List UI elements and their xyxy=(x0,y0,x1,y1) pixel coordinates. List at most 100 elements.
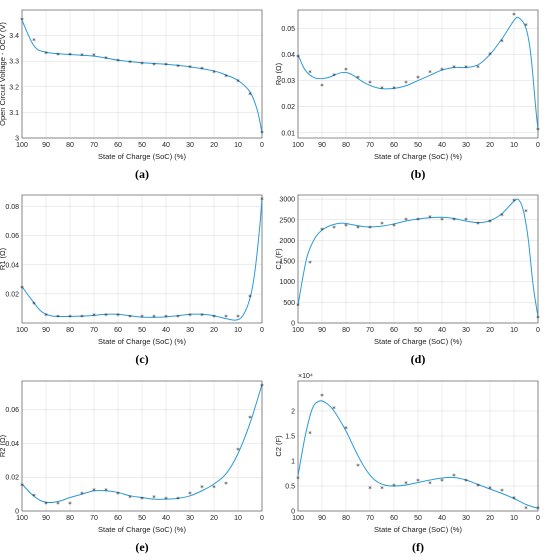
data-point-marker: * xyxy=(464,216,468,224)
data-point-marker: * xyxy=(440,216,444,224)
data-point-marker: * xyxy=(308,69,312,77)
y-tick-label: 0.06 xyxy=(5,407,19,414)
data-point-marker: * xyxy=(344,222,348,230)
data-point-marker: * xyxy=(392,483,396,491)
x-tick-label: 90 xyxy=(318,327,326,334)
x-tick-label: 100 xyxy=(292,142,304,149)
data-point-marker: * xyxy=(332,72,336,80)
panel-caption: (b) xyxy=(411,167,426,181)
data-point-marker: * xyxy=(308,260,312,268)
x-tick-label: 10 xyxy=(510,142,518,149)
data-point-marker: * xyxy=(212,484,216,492)
x-tick-label: 0 xyxy=(536,142,540,149)
data-point-marker: * xyxy=(416,216,420,224)
data-point-marker: * xyxy=(116,312,120,320)
x-tick-label: 10 xyxy=(510,327,518,334)
data-point-marker: * xyxy=(380,220,384,228)
data-point-marker: * xyxy=(236,78,240,86)
data-point-marker: * xyxy=(212,69,216,77)
axes-frame xyxy=(297,194,539,324)
x-tick-label: 20 xyxy=(486,327,494,334)
data-point-marker: * xyxy=(488,218,492,226)
data-point-marker: * xyxy=(392,85,396,93)
y-axis-label: R2 (Ω) xyxy=(0,434,7,457)
data-point-marker: * xyxy=(68,501,72,509)
data-point-marker: * xyxy=(356,74,360,82)
y-tick-label: 2500 xyxy=(279,217,295,224)
data-point-marker: * xyxy=(104,55,108,63)
data-point-marker: * xyxy=(56,501,60,509)
data-point-marker: * xyxy=(500,212,504,220)
panel-caption: (d) xyxy=(411,352,426,366)
x-tick-label: 100 xyxy=(16,142,28,149)
data-point-marker: * xyxy=(476,220,480,228)
x-tick-label: 70 xyxy=(366,327,374,334)
y-axis-label: Ro (Ω) xyxy=(274,62,283,85)
panel-caption: (c) xyxy=(135,352,148,366)
x-axis-label: State of Charge (SoC) (%) xyxy=(98,337,186,346)
x-tick-label: 0 xyxy=(536,515,540,522)
fit-curve xyxy=(297,400,539,509)
y-tick-label: 3.1 xyxy=(9,110,19,117)
data-point-marker: * xyxy=(500,38,504,46)
data-point-marker: * xyxy=(380,485,384,493)
y-tick-label: 3 xyxy=(15,136,19,143)
y-tick-label: 3.3 xyxy=(9,59,19,66)
axes-frame xyxy=(297,380,539,512)
data-point-marker: * xyxy=(368,485,372,493)
chart-panel-4: 100 90 80 70 60 50 40 30 20 10 0050010001500200025… xyxy=(274,194,540,366)
data-point-marker: * xyxy=(260,129,264,137)
y-tick-label: 2 xyxy=(291,409,295,416)
data-point-marker: * xyxy=(32,301,36,309)
x-tick-label: 70 xyxy=(90,327,98,334)
data-point-marker: * xyxy=(440,478,444,486)
data-point-marker: * xyxy=(212,314,216,322)
x-tick-label: 70 xyxy=(90,515,98,522)
data-point-marker: * xyxy=(56,51,60,59)
panel-caption: (e) xyxy=(135,540,148,554)
y-multiplier-label: ×10⁴ xyxy=(298,373,313,380)
x-tick-label: 30 xyxy=(462,142,470,149)
data-point-marker: * xyxy=(296,302,300,310)
y-axis-label: C1 (F) xyxy=(274,248,283,270)
x-tick-label: 90 xyxy=(318,515,326,522)
x-tick-label: 50 xyxy=(414,142,422,149)
data-point-marker: * xyxy=(92,52,96,60)
data-point-marker: * xyxy=(392,222,396,230)
data-point-marker: * xyxy=(224,314,228,322)
data-point-marker: * xyxy=(92,312,96,320)
x-tick-label: 100 xyxy=(292,515,304,522)
panel-caption: (f) xyxy=(412,540,424,554)
y-tick-label: 0.02 xyxy=(5,291,19,298)
chart-panel-3: 100 90 80 70 60 50 40 30 20 10 00.020.040.060.08**… xyxy=(0,194,264,366)
data-point-marker: * xyxy=(404,480,408,488)
data-point-marker: * xyxy=(488,485,492,493)
data-point-marker: * xyxy=(128,494,132,502)
y-axis-label: R1 (Ω) xyxy=(0,247,7,270)
y-tick-label: 0.03 xyxy=(281,78,295,85)
data-point-marker: * xyxy=(164,496,168,504)
data-point-marker: * xyxy=(488,51,492,59)
data-point-marker: * xyxy=(356,225,360,233)
fit-curve xyxy=(297,16,539,131)
x-tick-label: 50 xyxy=(414,327,422,334)
y-axis-label: Open Circuit Voltage - OCV (V) xyxy=(0,22,7,126)
x-tick-label: 80 xyxy=(66,327,74,334)
data-point-marker: * xyxy=(368,80,372,88)
x-tick-label: 40 xyxy=(162,327,170,334)
x-axis-label: State of Charge (SoC) (%) xyxy=(374,525,462,534)
data-point-marker: * xyxy=(164,314,168,322)
x-tick-label: 20 xyxy=(486,515,494,522)
x-tick-label: 0 xyxy=(260,515,264,522)
data-point-marker: * xyxy=(68,51,72,59)
data-point-marker: * xyxy=(128,59,132,67)
data-point-marker: * xyxy=(476,64,480,72)
data-point-marker: * xyxy=(428,214,432,222)
x-tick-label: 20 xyxy=(210,142,218,149)
data-point-marker: * xyxy=(404,80,408,88)
x-tick-label: 20 xyxy=(486,142,494,149)
data-point-marker: * xyxy=(20,17,24,25)
data-point-marker: * xyxy=(428,69,432,77)
data-point-marker: * xyxy=(464,478,468,486)
y-tick-label: 1000 xyxy=(279,279,295,286)
